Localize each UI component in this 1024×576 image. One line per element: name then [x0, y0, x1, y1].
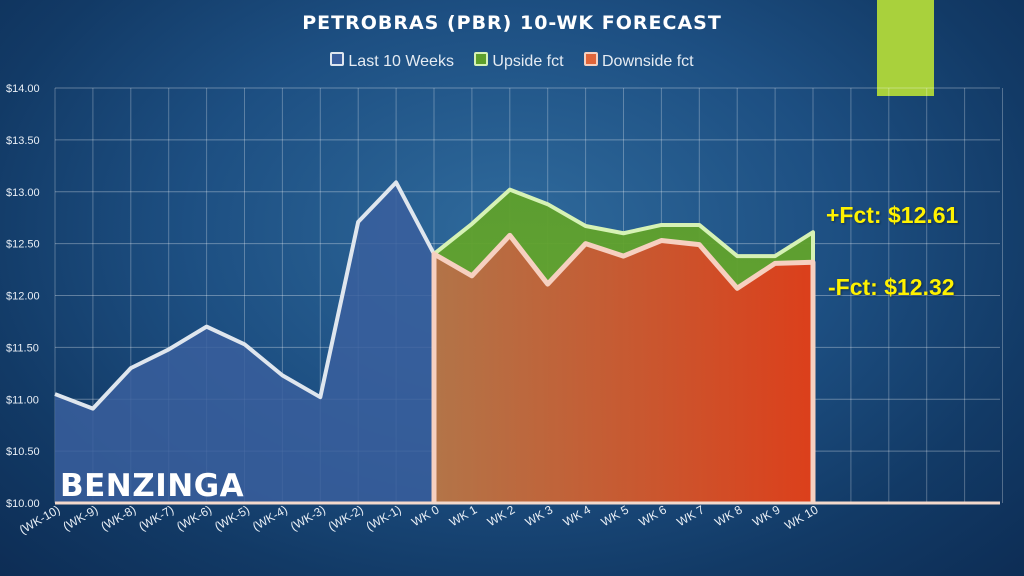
- data-point-last: [205, 325, 208, 328]
- legend-label-last: Last 10 Weeks: [348, 53, 454, 70]
- y-tick-label: $12.50: [6, 239, 40, 251]
- y-tick-label: $11.50: [6, 342, 39, 354]
- data-point-last: [167, 348, 170, 351]
- upside-forecast-label: +Fct: $12.61: [826, 202, 959, 228]
- legend-swatch-last: [330, 52, 345, 66]
- legend-item-last: Last 10 Weeks: [330, 52, 454, 71]
- x-tick-label: WK 1: [447, 502, 480, 529]
- last-10-weeks-area: [55, 182, 434, 503]
- upside-forecast-line: [432, 187, 815, 503]
- y-tick-label: $10.50: [6, 446, 40, 458]
- downside-forecast-area: [434, 235, 813, 503]
- x-tick-label: WK 10: [782, 502, 820, 532]
- data-point-downside: [812, 261, 815, 264]
- data-point-downside: [546, 283, 549, 286]
- x-tick-label: WK 8: [712, 502, 745, 529]
- data-point-downside: [622, 255, 625, 258]
- data-point-downside: [660, 239, 663, 242]
- legend-item-downside: Downside fct: [584, 52, 694, 71]
- y-tick-label: $13.00: [6, 187, 40, 199]
- data-point-upside: [508, 188, 511, 191]
- x-tick-label: (WK-4): [250, 502, 290, 533]
- y-tick-label: $12.00: [6, 291, 40, 303]
- data-point-last: [91, 407, 94, 410]
- x-tick-label: (WK-6): [174, 502, 214, 533]
- data-point-upside: [546, 203, 549, 206]
- legend-item-upside: Upside fct: [474, 52, 564, 71]
- x-tick-label: WK 5: [599, 502, 632, 529]
- legend-label-upside: Upside fct: [492, 53, 564, 70]
- data-point-downside: [584, 242, 587, 245]
- data-point-upside: [774, 255, 777, 258]
- data-point-upside: [622, 232, 625, 235]
- x-tick-label: (WK-7): [136, 502, 176, 533]
- x-tick-label: (WK-8): [98, 502, 138, 533]
- x-tick-label: WK 4: [561, 502, 594, 529]
- x-tick-label: (WK-1): [364, 502, 404, 533]
- last-10-weeks-line: [54, 180, 436, 411]
- data-point-last: [395, 181, 398, 184]
- data-point-upside: [736, 255, 739, 258]
- data-point-downside: [433, 253, 436, 256]
- data-point-last: [281, 374, 284, 377]
- x-tick-label: WK 3: [523, 502, 556, 529]
- x-tick-label: WK 0: [409, 502, 442, 529]
- data-point-last: [129, 367, 132, 370]
- y-tick-label: $14.00: [6, 83, 40, 95]
- x-tick-label: WK 6: [636, 502, 669, 529]
- legend: Last 10 Weeks Upside fct Downside fct: [0, 52, 1024, 71]
- data-point-upside: [698, 223, 701, 226]
- data-point-upside: [660, 223, 663, 226]
- x-tick-label: (WK-5): [212, 502, 252, 533]
- legend-label-downside: Downside fct: [602, 53, 694, 70]
- data-point-downside: [736, 287, 739, 290]
- data-point-last: [54, 393, 57, 396]
- data-point-upside: [812, 231, 815, 234]
- downside-forecast-label: -Fct: $12.32: [828, 274, 955, 300]
- x-tick-label: (WK-3): [288, 502, 328, 533]
- data-point-last: [243, 343, 246, 346]
- downside-forecast-line: [431, 232, 816, 503]
- chart-title: PETROBRAS (PBR) 10-WK FORECAST: [302, 12, 722, 34]
- data-point-downside: [774, 262, 777, 265]
- x-tick-label: WK 7: [674, 502, 707, 529]
- data-point-upside: [470, 222, 473, 225]
- data-point-downside: [698, 243, 701, 246]
- x-tick-label: (WK-9): [60, 502, 100, 533]
- data-point-downside: [508, 234, 511, 237]
- legend-swatch-downside: [584, 52, 598, 66]
- accent-bar: [877, 0, 934, 96]
- x-tick-label: (WK-2): [326, 502, 366, 533]
- data-point-last: [357, 220, 360, 223]
- y-tick-label: $10.00: [6, 498, 40, 510]
- y-tick-label: $11.00: [6, 394, 39, 406]
- legend-swatch-upside: [474, 52, 489, 66]
- data-point-upside: [584, 224, 587, 227]
- y-tick-label: $13.50: [6, 135, 40, 147]
- benzinga-logo: BENZINGA: [60, 468, 245, 504]
- x-tick-label: WK 9: [750, 502, 783, 529]
- x-tick-label: WK 2: [485, 502, 518, 529]
- data-point-downside: [470, 274, 473, 277]
- data-point-last: [319, 396, 322, 399]
